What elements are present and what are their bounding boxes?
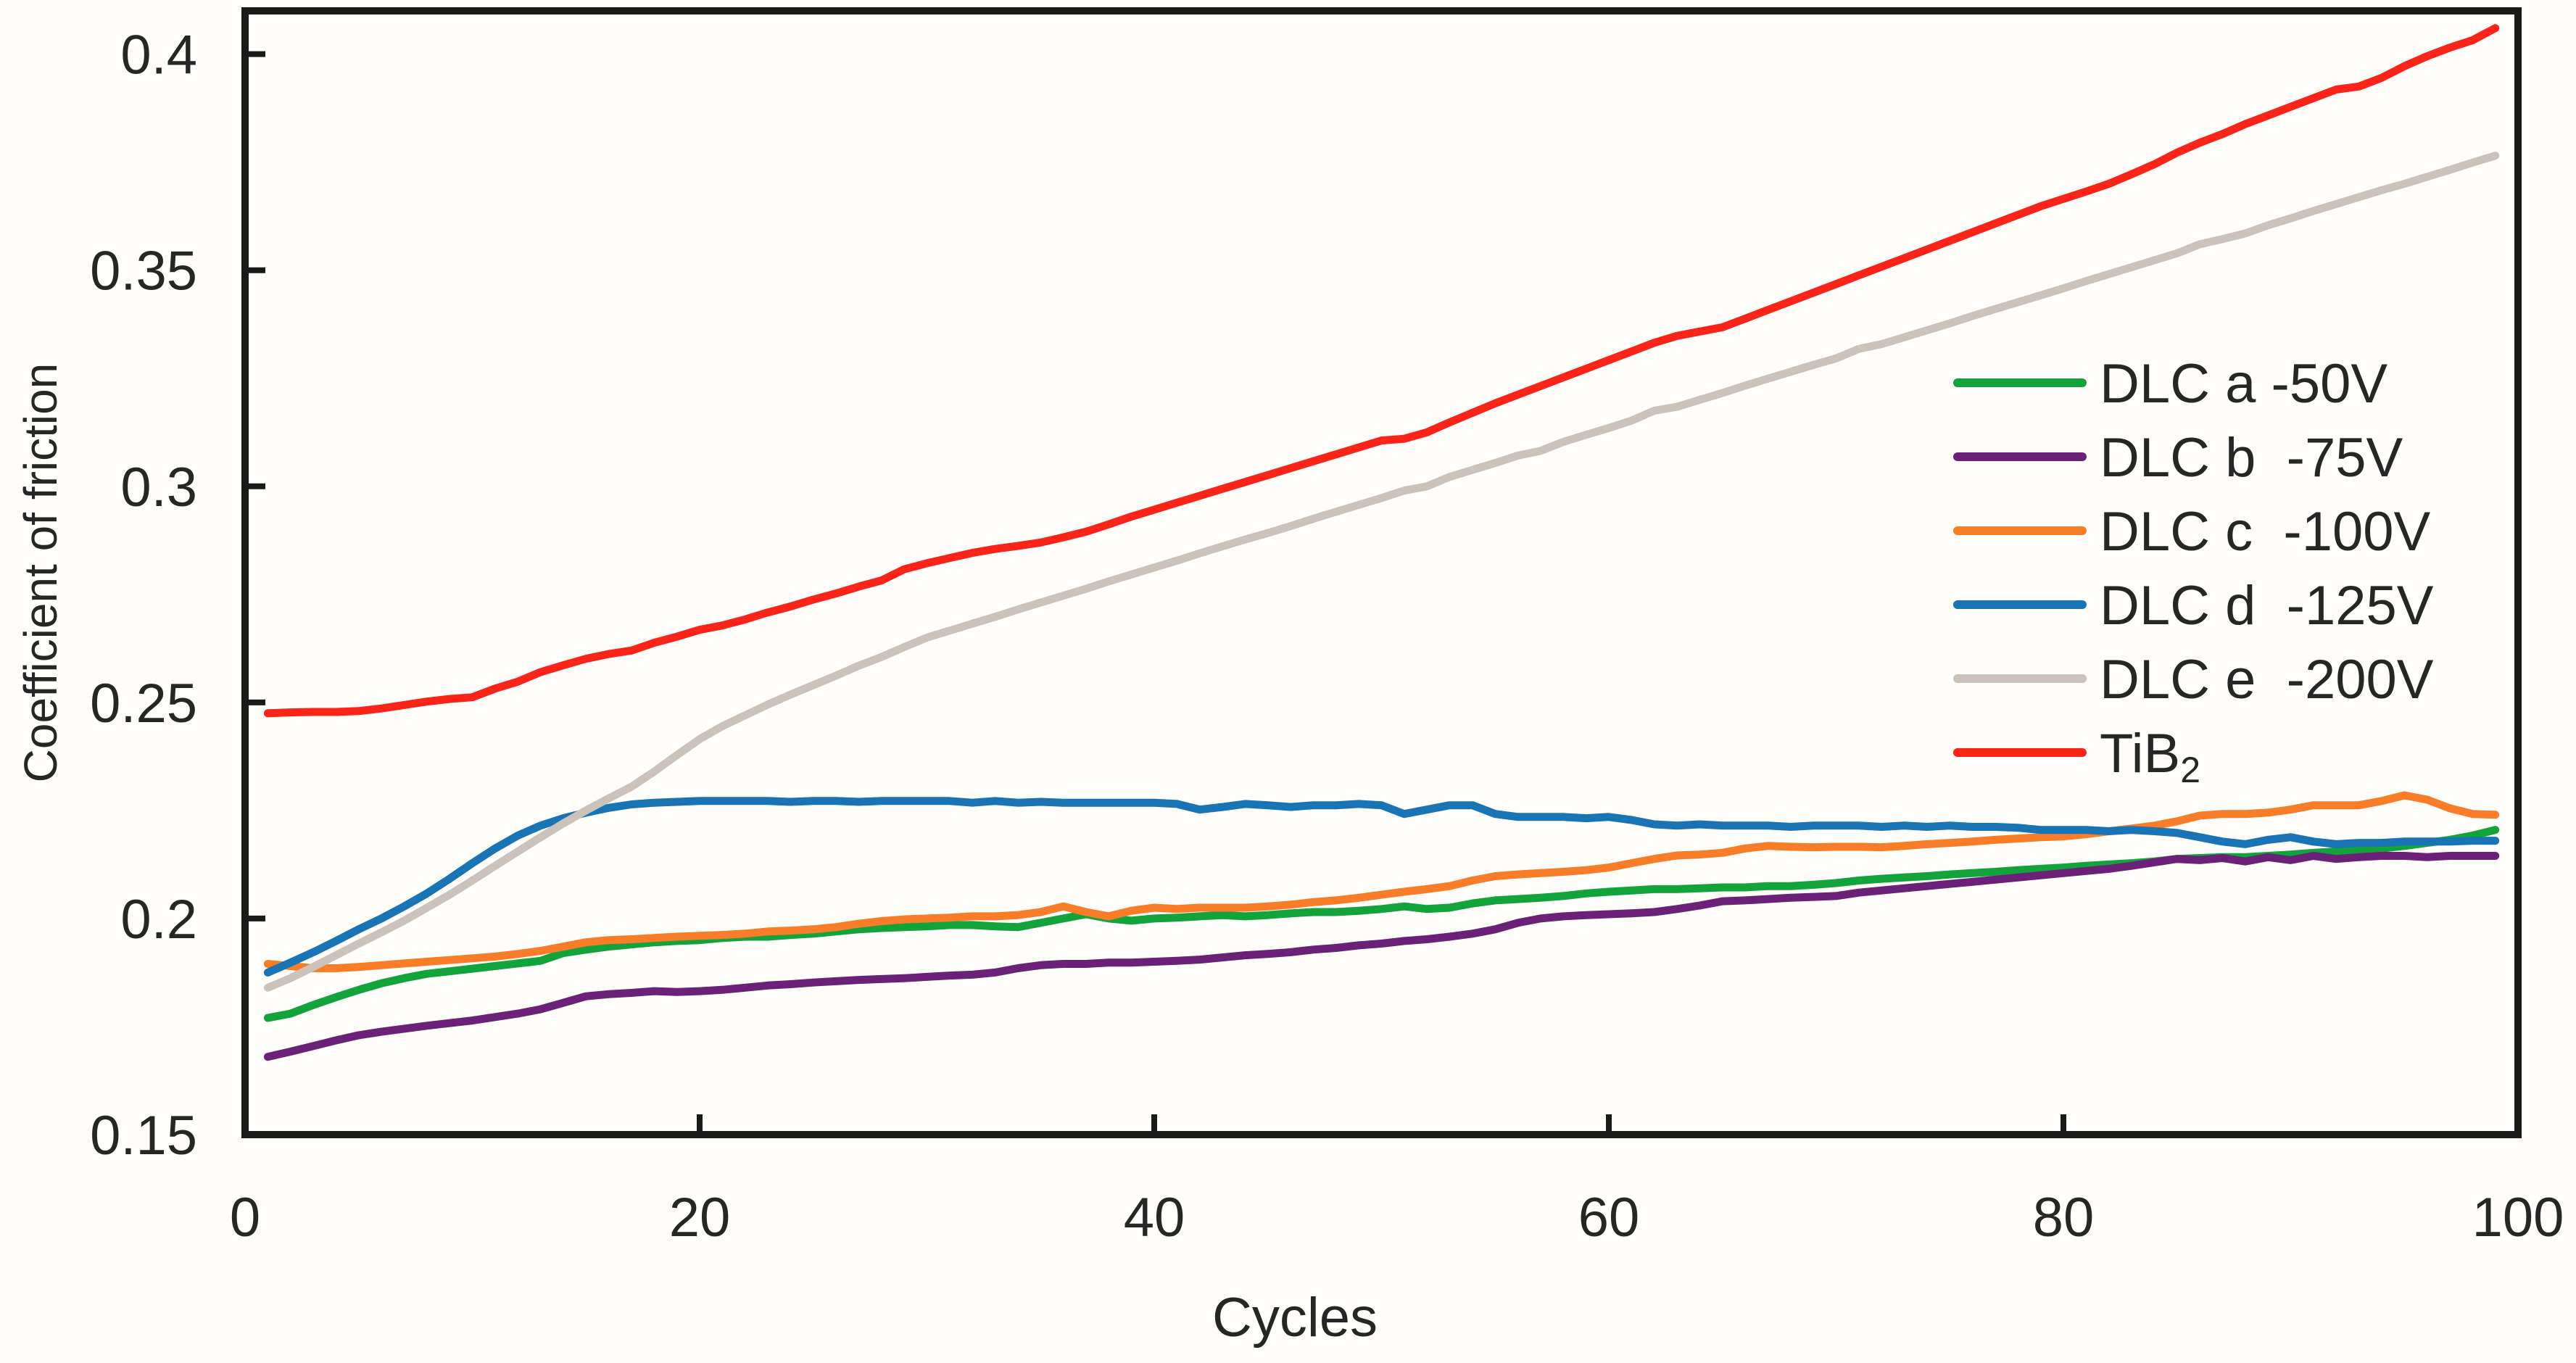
legend-label-5: DLC e -200V	[2100, 649, 2434, 710]
x-tick-label-0: 0	[230, 1187, 260, 1248]
axes	[241, 7, 2522, 1138]
legend-label-4: DLC d -125V	[2100, 575, 2434, 637]
x-tick-label-20: 20	[669, 1187, 731, 1248]
x-tick-label-60: 60	[1578, 1187, 1640, 1248]
y-tick-label-0.25: 0.25	[90, 673, 197, 734]
y-axis-title: Coefficient of friction	[15, 363, 67, 783]
series-line-6-tib2	[263, 24, 2500, 718]
x-axis-title: Cycles	[1212, 1287, 1378, 1348]
y-tick-label-0.4: 0.4	[120, 25, 197, 86]
y-tick-label-0.3: 0.3	[120, 457, 197, 518]
legend-label-3: DLC c -100V	[2100, 501, 2430, 563]
legend-label-6: TiB2	[2100, 723, 2200, 790]
y-tick-label-0.2: 0.2	[120, 889, 197, 950]
y-tick-label-0.15: 0.15	[90, 1105, 197, 1167]
x-tick-label-100: 100	[2472, 1187, 2564, 1248]
legend-label-1: DLC a -50V	[2100, 353, 2387, 415]
legend-label-subscript: 2	[2180, 750, 2200, 790]
legend: DLC a -50V DLC b -75V DLC c -100V DLC d -12…	[1953, 353, 2434, 790]
series-lines	[263, 24, 2500, 1061]
series-line-2-dlc-b-75v	[263, 852, 2500, 1061]
series-line-5-dlc-e-200v	[263, 152, 2500, 992]
x-tick-label-80: 80	[2033, 1187, 2095, 1248]
plot-border	[241, 7, 2522, 1138]
tick-labels: 0 20 40 60 80 100 0.15 0.2 0.25 0.3 0.35 0.4	[90, 25, 2564, 1248]
series-line-4-dlc-d-125v	[263, 797, 2500, 977]
x-tick-label-40: 40	[1124, 1187, 1185, 1248]
y-tick-label-0.35: 0.35	[90, 241, 197, 302]
legend-label-2: DLC b -75V	[2100, 427, 2403, 489]
